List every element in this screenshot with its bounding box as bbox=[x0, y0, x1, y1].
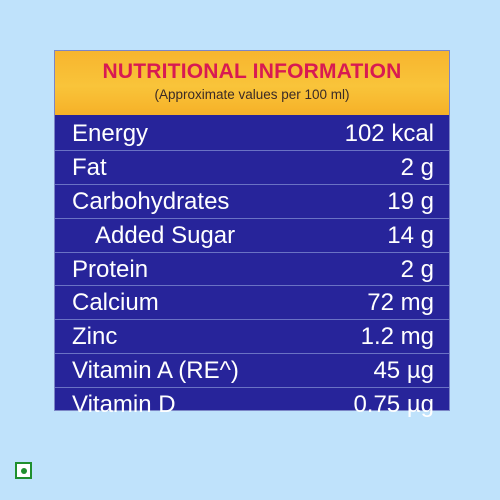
nutrient-name: Vitamin D bbox=[72, 391, 176, 419]
nutrition-table: Energy 102 kcal Fat 2 g Carbohydrates 19… bbox=[55, 117, 449, 422]
nutrient-value: 45 µg bbox=[373, 357, 434, 385]
nutrition-row-added-sugar: Added Sugar 14 g bbox=[55, 219, 449, 253]
nutrient-value: 2 g bbox=[400, 153, 434, 181]
nutrition-row-carbohydrates: Carbohydrates 19 g bbox=[55, 185, 449, 219]
nutrition-header: NUTRITIONAL INFORMATION (Approximate val… bbox=[55, 51, 449, 115]
nutrition-row-calcium: Calcium 72 mg bbox=[55, 286, 449, 321]
nutrient-name: Fat bbox=[72, 153, 107, 181]
nutrition-subtitle: (Approximate values per 100 ml) bbox=[154, 87, 350, 102]
nutrient-name: Energy bbox=[72, 120, 149, 147]
nutrient-value: 2 g bbox=[400, 255, 434, 283]
nutrition-title: NUTRITIONAL INFORMATION bbox=[102, 60, 402, 83]
nutrient-name: Carbohydrates bbox=[72, 187, 230, 215]
nutrient-name: Added Sugar bbox=[95, 221, 236, 249]
nutrition-row-protein: Protein 2 g bbox=[55, 253, 449, 287]
nutrient-name: Protein bbox=[72, 255, 149, 283]
nutrient-value: 102 kcal bbox=[344, 120, 434, 147]
nutrition-row-zinc: Zinc 1.2 mg bbox=[55, 320, 449, 355]
nutrition-panel: NUTRITIONAL INFORMATION (Approximate val… bbox=[54, 50, 450, 418]
nutrient-value: 72 mg bbox=[367, 289, 434, 317]
nutrient-value: 0.75 µg bbox=[353, 391, 434, 419]
nutrient-name: Zinc bbox=[72, 323, 118, 351]
nutrient-name: Calcium bbox=[72, 289, 159, 317]
nutrient-value: 1.2 mg bbox=[360, 323, 434, 351]
nutrient-value: 14 g bbox=[387, 221, 434, 249]
veg-symbol-dot bbox=[20, 467, 27, 474]
nutrient-value: 19 g bbox=[387, 187, 434, 215]
nutrition-row-fat: Fat 2 g bbox=[55, 151, 449, 185]
veg-symbol-icon bbox=[15, 462, 32, 479]
nutrient-name: Vitamin A (RE^) bbox=[72, 357, 239, 385]
nutrition-row-vitamin-d: Vitamin D 0.75 µg bbox=[55, 388, 449, 422]
nutrition-row-vitamin-a: Vitamin A (RE^) 45 µg bbox=[55, 354, 449, 389]
nutrition-row-energy: Energy 102 kcal bbox=[55, 117, 449, 151]
